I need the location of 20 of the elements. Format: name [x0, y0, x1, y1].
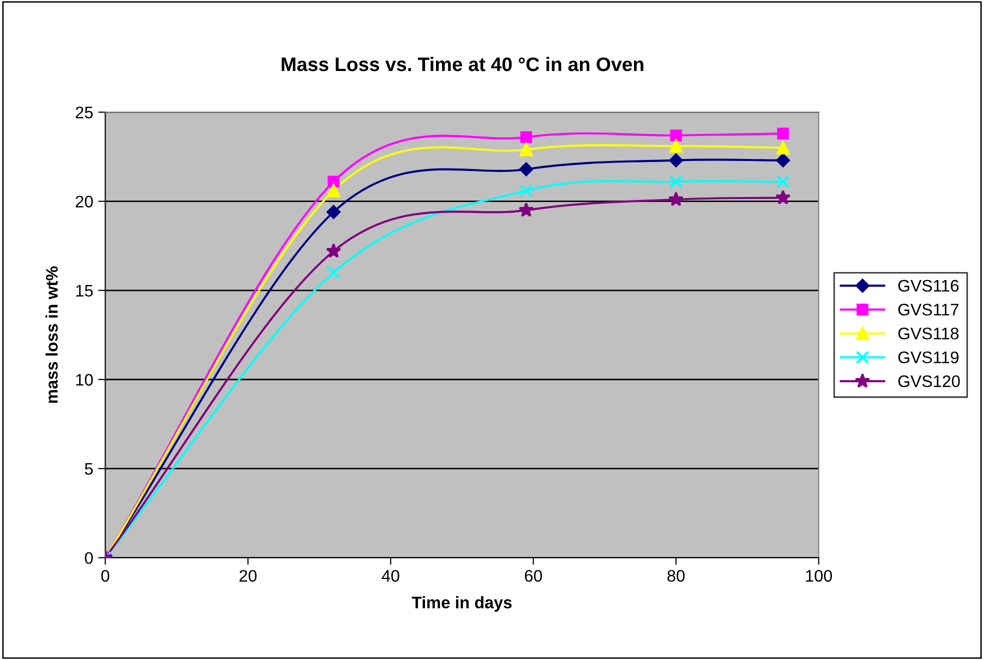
legend-label: GVS118 [898, 328, 959, 340]
legend-label: GVS119 [898, 351, 958, 364]
y-tick-label: 5 [84, 463, 93, 475]
x-tick-label: 60 [524, 570, 542, 582]
legend-label: GVS120 [898, 375, 960, 388]
y-tick-label: 25 [76, 106, 93, 118]
legend-label: GVS117 [898, 304, 958, 316]
y-tick-label: 10 [76, 374, 93, 386]
x-tick-label: 0 [101, 570, 110, 582]
y-tick-label: 15 [76, 284, 93, 297]
legend-label: GVS116 [898, 280, 959, 292]
x-axis-title: Time in days [412, 596, 512, 612]
x-tick-label: 80 [667, 570, 685, 582]
x-tick-label: 20 [240, 570, 257, 582]
y-tick-label: 20 [76, 196, 93, 208]
x-tick-label: 100 [806, 570, 832, 582]
chart-title: Mass Loss vs. Time at 40 °C in an Oven [282, 56, 644, 72]
y-axis-title: mass loss in wt% [46, 266, 58, 403]
x-tick-label: 40 [382, 570, 400, 582]
y-tick-label: 0 [84, 552, 93, 564]
